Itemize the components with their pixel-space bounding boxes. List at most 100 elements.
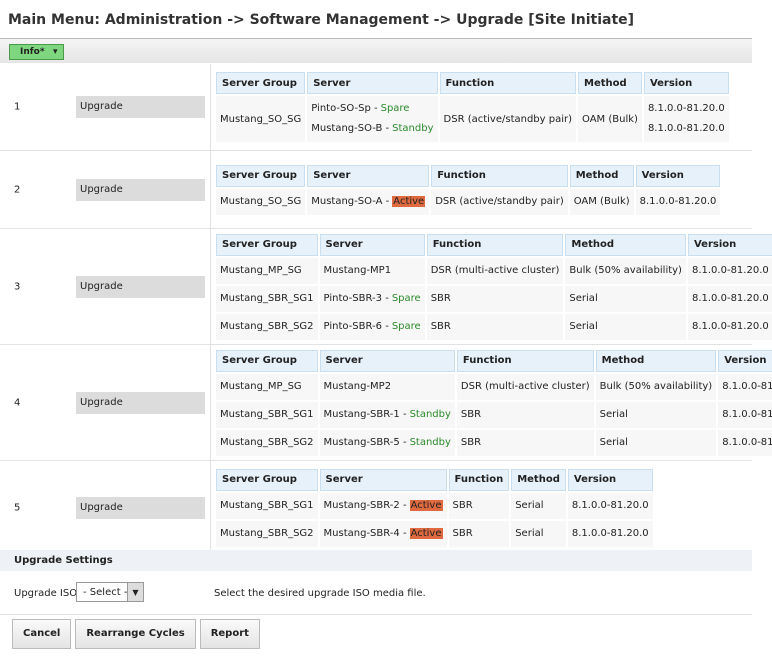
server-status: Standby — [409, 436, 451, 448]
column-header: Version — [718, 349, 772, 372]
table-cell: DSR (active/standby pair) — [431, 188, 568, 215]
cell-line: Pinto-SO-Sp - Spare — [311, 99, 433, 119]
cycle-number: 1 — [14, 101, 21, 113]
table-cell: Mustang_MP_SG — [216, 373, 318, 400]
column-header: Server Group — [216, 233, 318, 256]
column-header: Method — [595, 349, 717, 372]
server-name: Mustang-MP2 — [323, 380, 392, 392]
table-cell: Mustang_SO_SG — [216, 188, 306, 215]
action-button[interactable]: Cancel — [12, 619, 72, 649]
cell-line: 8.1.0.0-81.20.0 — [722, 436, 772, 448]
cycle-label: Upgrade — [76, 275, 205, 298]
table-cell: Mustang_MP_SG — [216, 257, 318, 284]
table-cell: 8.1.0.0-81.20.0 — [635, 188, 721, 215]
server-status: Spare — [391, 320, 421, 332]
cycle-label: Upgrade — [76, 96, 205, 118]
table-cell: Mustang-SBR-5 - Standby — [319, 429, 455, 456]
table-cell: 8.1.0.0-81.20.0 — [687, 313, 772, 340]
server-name: Mustang-SBR-1 - — [323, 408, 407, 420]
table-cell: Bulk (50% availability) — [565, 257, 686, 284]
table-cell: SBR — [426, 285, 564, 312]
table-cell: 8.1.0.0-81.20.0 — [687, 285, 772, 312]
cycle-table: Server Group Server Function Method Version M… — [214, 467, 655, 549]
table-cell: Pinto-SBR-3 - Spare — [319, 285, 425, 312]
table-cell: Bulk (50% availability) — [595, 373, 717, 400]
server-name: Pinto-SBR-6 - — [323, 320, 389, 332]
divider — [210, 151, 211, 228]
cell-line: Pinto-SBR-6 - Spare — [324, 317, 421, 337]
table-cell: Mustang_SO_SG — [216, 96, 306, 142]
server-name: Mustang-SBR-2 - — [323, 499, 407, 511]
table-cell: OAM (Bulk) — [578, 96, 642, 142]
column-header: Version — [635, 164, 721, 187]
table-cell: Mustang_SBR_SG1 — [216, 285, 318, 312]
table-cell: Mustang_SBR_SG2 — [216, 313, 318, 340]
header-row: Server Group Server Function Method Version — [216, 349, 772, 372]
info-button[interactable]: Info* — [9, 44, 64, 60]
column-header: Server — [319, 233, 425, 256]
server-status: Active — [392, 195, 426, 207]
table-cell: DSR (active/standby pair) — [439, 96, 577, 142]
server-name: Mustang-SBR-4 - — [323, 527, 407, 539]
column-header: Server Group — [216, 349, 318, 372]
cell-line: Mustang-SO-B - Standby — [311, 119, 433, 139]
table-row: Mustang_MP_SG Mustang-MP1 DSR (multi-activ… — [216, 257, 772, 284]
column-header: Server — [319, 349, 455, 372]
table-cell: 8.1.0.0-81.20.0 — [567, 492, 653, 519]
cell-line: Mustang-MP1 — [324, 261, 421, 281]
table-cell: SBR — [448, 520, 510, 547]
cycle-number: 4 — [14, 397, 21, 408]
column-header: Version — [687, 233, 772, 256]
action-button[interactable]: Report — [199, 619, 260, 649]
column-header: Server — [307, 164, 430, 187]
cell-line: Pinto-SBR-3 - Spare — [324, 289, 421, 309]
column-header: Server — [307, 72, 438, 94]
table-cell: 8.1.0.0-81.20.0 — [567, 520, 653, 547]
table-row: Mustang_SBR_SG2 Mustang-SBR-5 - Standby SBR… — [216, 429, 772, 456]
cell-line: 8.1.0.0-81.20.0 — [722, 380, 772, 392]
cycle-label: Upgrade — [76, 178, 205, 201]
table-row: Mustang_SBR_SG1 Mustang-SBR-1 - Standby SBR… — [216, 401, 772, 428]
header-row: Server Group Server Function Method Version — [216, 72, 729, 94]
column-header: Function — [439, 72, 577, 94]
cycle: 2 Upgrade Server Group Server Function Method… — [0, 151, 752, 229]
table-cell: Serial — [565, 285, 686, 312]
cell-line: Mustang-MP2 — [324, 377, 451, 397]
iso-select[interactable]: - Select - — [76, 582, 144, 602]
toolbar: Info* — [0, 38, 752, 63]
column-header: Server Group — [216, 468, 318, 491]
cycle-table: Server Group Server Function Method Version M… — [214, 70, 731, 144]
cycle-label: Upgrade — [76, 496, 205, 519]
iso-row: Upgrade ISO - Select - Select the desire… — [0, 572, 752, 615]
server-status: Active — [409, 527, 443, 539]
column-header: Server — [319, 468, 447, 491]
table-cell: 8.1.0.0-81.20.0 8.1.0.0-81.20.0 — [643, 96, 729, 142]
table-row: Mustang_MP_SG Mustang-MP2 DSR (multi-activ… — [216, 373, 772, 400]
table-cell: 8.1.0.0-81.20.0 — [718, 401, 772, 428]
table-row: Mustang_SBR_SG2 Mustang-SBR-4 - Active SBR S… — [216, 520, 653, 547]
table-row: Mustang_SBR_SG2 Pinto-SBR-6 - Spare SBR Seri… — [216, 313, 772, 340]
column-header: Method — [565, 233, 686, 256]
server-name: Mustang-SO-B - — [311, 123, 390, 134]
cycle-number: 2 — [14, 184, 21, 195]
server-status: Spare — [391, 292, 421, 304]
cell-line: 8.1.0.0-81.20.0 — [571, 527, 649, 539]
table-cell: DSR (multi-active cluster) — [426, 257, 564, 284]
iso-label: Upgrade ISO — [14, 588, 78, 599]
table-cell: Mustang_SBR_SG1 — [216, 492, 318, 519]
cycle: 3 Upgrade Server Group Server Function Method… — [0, 229, 772, 345]
table-cell: Mustang-SBR-1 - Standby — [319, 401, 455, 428]
cell-line: 8.1.0.0-81.20.0 — [647, 123, 725, 134]
server-status: Standby — [409, 408, 451, 420]
table-cell: Mustang-MP1 — [319, 257, 425, 284]
divider — [210, 345, 211, 460]
cell-line: Mustang-SBR-4 - Active — [324, 524, 443, 544]
divider — [210, 461, 211, 554]
cell-line: Mustang-SO-A - Active — [311, 192, 426, 212]
table-cell: 8.1.0.0-81.20.0 — [718, 373, 772, 400]
column-header: Server Group — [216, 164, 306, 187]
server-name: Pinto-SBR-3 - — [323, 292, 389, 304]
column-header: Function — [426, 233, 564, 256]
column-header: Method — [578, 72, 642, 94]
action-button[interactable]: Rearrange Cycles — [75, 619, 196, 649]
